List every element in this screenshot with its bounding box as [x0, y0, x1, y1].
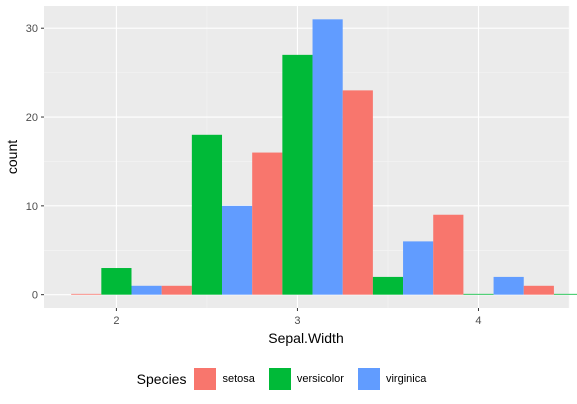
legend-label-virginica: virginica [385, 373, 427, 385]
bars [71, 19, 577, 295]
y-tick-label: 30 [26, 23, 38, 35]
legend-item-versicolor: versicolor [268, 368, 344, 390]
y-axis-ticks: 0 10 20 30 [26, 23, 44, 302]
x-axis-title: Sepal.Width [268, 330, 343, 346]
bar-setosa-bin-2 [252, 152, 283, 295]
bar-versicolor-bin-1 [191, 134, 223, 295]
bar-versicolor-bin-2 [282, 54, 313, 295]
y-tick-label: 20 [26, 112, 38, 124]
bar-setosa-bin-5 [523, 285, 554, 295]
bar-setosa-bin-1 [161, 285, 192, 295]
bar-versicolor-bin-4 [463, 293, 494, 295]
legend-label-setosa: setosa [222, 373, 255, 385]
x-tick-label: 3 [294, 315, 300, 327]
legend: Species setosa versicolor virginica [0, 364, 577, 394]
legend-title: Species [136, 371, 187, 387]
bar-setosa-bin-0 [71, 293, 102, 295]
bar-virginica-bin-1 [222, 205, 253, 295]
y-tick-label: 0 [32, 290, 38, 302]
bar-setosa-bin-3 [342, 90, 373, 295]
bar-versicolor-bin-5 [553, 293, 577, 295]
bar-virginica-bin-2 [312, 19, 343, 295]
major-gridlines [44, 6, 569, 308]
y-tick-label: 10 [26, 201, 38, 213]
legend-key-setosa [194, 368, 217, 390]
legend-key-virginica [357, 368, 380, 390]
bar-versicolor-bin-3 [372, 276, 404, 295]
bar-virginica-bin-0 [131, 285, 162, 295]
x-tick-label: 4 [475, 315, 481, 327]
x-axis-ticks: 2 3 4 [113, 308, 482, 327]
bar-virginica-bin-3 [403, 241, 434, 295]
legend-item-setosa: setosa [194, 368, 255, 390]
legend-key-versicolor [268, 368, 291, 390]
legend-label-versicolor: versicolor [296, 373, 344, 385]
bar-setosa-bin-4 [433, 214, 464, 295]
legend-item-virginica: virginica [357, 368, 427, 390]
bar-virginica-bin-4 [493, 276, 524, 295]
y-axis-title: count [4, 140, 20, 174]
bar-versicolor-bin-0 [101, 268, 132, 295]
x-tick-label: 2 [113, 315, 119, 327]
